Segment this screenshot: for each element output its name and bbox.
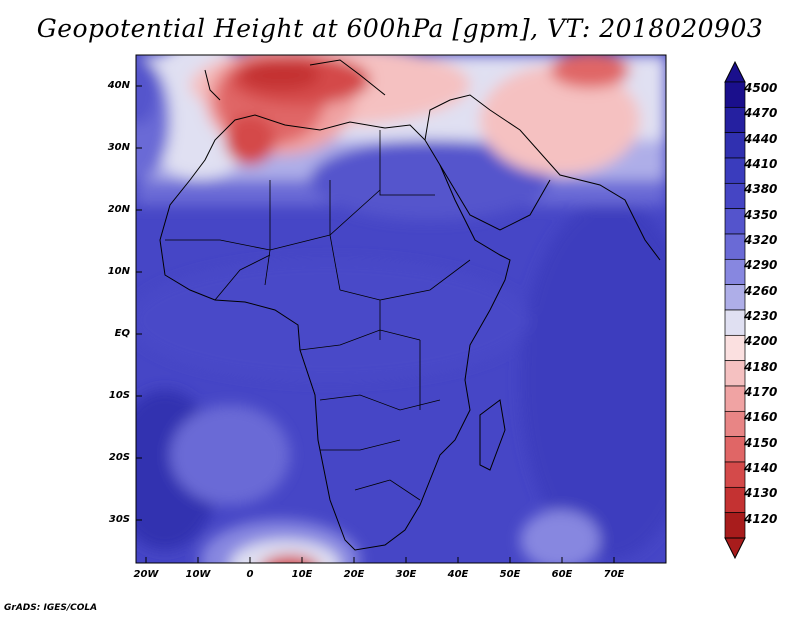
colorbar-swatch xyxy=(724,284,746,311)
height-field xyxy=(136,55,666,563)
colorbar-swatch xyxy=(724,106,746,134)
colorbar-level-label: 4320 xyxy=(744,233,778,247)
colorbar-swatch xyxy=(724,182,746,210)
colorbar-swatch xyxy=(724,512,746,539)
colorbar-level-label: 4470 xyxy=(744,106,778,121)
colorbar-swatch xyxy=(724,461,746,488)
coastlines xyxy=(159,59,661,551)
lat-label: 20S xyxy=(108,452,130,463)
country-borders xyxy=(165,130,471,501)
lon-label: 10E xyxy=(291,569,313,580)
lat-label: EQ xyxy=(114,328,130,339)
lon-label: 60E xyxy=(551,569,573,580)
colorbar-swatch xyxy=(724,208,746,235)
colorbar-swatch xyxy=(724,157,746,184)
colorbar-swatch xyxy=(724,334,746,362)
colorbar-level-label: 4230 xyxy=(744,309,778,323)
lat-label: 30S xyxy=(108,514,130,525)
lat-label: 40N xyxy=(107,80,130,91)
colorbar-level-label: 4290 xyxy=(744,258,778,273)
colorbar-swatch xyxy=(724,309,746,336)
colorbar-swatch xyxy=(724,385,746,412)
map-frame xyxy=(135,54,667,564)
colorbar-level-label: 4410 xyxy=(744,157,778,171)
colorbar-level-label: 4260 xyxy=(744,283,778,298)
lon-label: 30E xyxy=(395,569,417,580)
colorbar-top-arrow xyxy=(724,60,746,83)
colorbar-level-label: 4170 xyxy=(744,385,778,399)
colorbar-level-label: 4180 xyxy=(744,359,778,374)
colorbar-level-label: 4500 xyxy=(744,81,778,95)
lat-label: 10S xyxy=(108,390,130,401)
colorbar-swatch xyxy=(724,132,746,159)
colorbar xyxy=(724,60,746,560)
lon-label: 70E xyxy=(603,569,625,580)
colorbar-level-label: 4350 xyxy=(744,207,778,222)
chart-title: Geopotential Height at 600hPa [gpm], VT:… xyxy=(36,14,764,43)
colorbar-swatch xyxy=(724,233,746,260)
colorbar-swatch xyxy=(724,258,746,286)
lon-label: 0 xyxy=(246,569,254,580)
lon-label: 50E xyxy=(499,569,521,580)
lon-label: 10W xyxy=(185,569,211,580)
colorbar-swatch xyxy=(724,360,746,387)
colorbar-bottom-arrow xyxy=(724,537,746,560)
colorbar-level-label: 4150 xyxy=(744,435,778,450)
colorbar-level-label: 4440 xyxy=(744,131,778,146)
colorbar-level-label: 4160 xyxy=(744,410,778,425)
colorbar-level-label: 4380 xyxy=(744,182,778,197)
lat-label: 20N xyxy=(107,204,130,215)
colorbar-swatch xyxy=(724,486,746,514)
lat-label: 10N xyxy=(107,266,130,277)
colorbar-level-label: 4120 xyxy=(744,511,778,526)
lat-label: 30N xyxy=(107,142,130,153)
colorbar-level-label: 4200 xyxy=(744,334,778,349)
colorbar-swatch xyxy=(724,81,746,108)
colorbar-level-label: 4140 xyxy=(744,461,778,475)
lon-label: 40E xyxy=(447,569,469,580)
colorbar-level-label: 4130 xyxy=(744,486,778,501)
axis-ticks xyxy=(136,85,615,563)
lon-label: 20W xyxy=(133,569,159,580)
colorbar-swatch xyxy=(724,410,746,438)
lon-label: 20E xyxy=(343,569,365,580)
colorbar-swatch xyxy=(724,436,746,463)
credit-text: GrADS: IGES/COLA xyxy=(4,603,98,613)
